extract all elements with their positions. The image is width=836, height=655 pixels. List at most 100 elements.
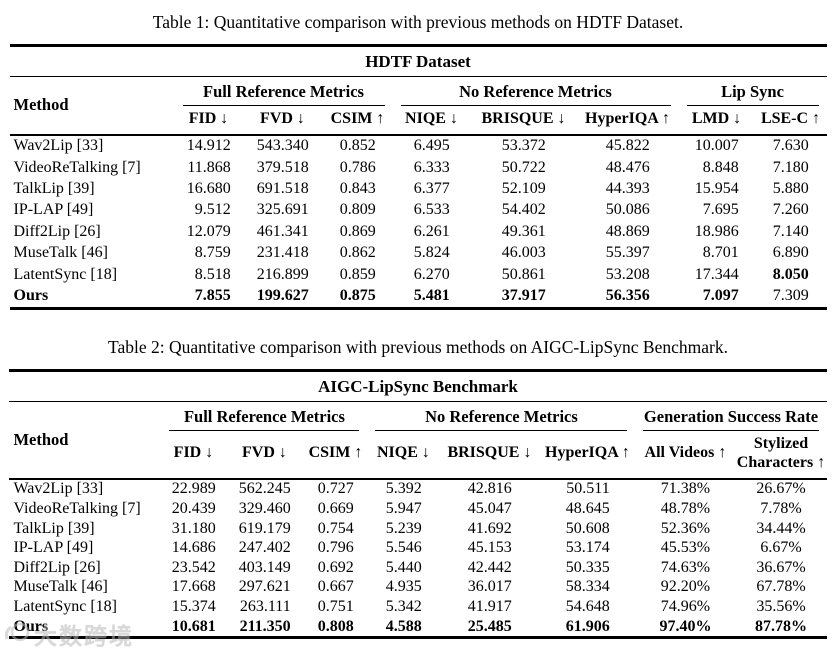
value-cell: 53.174 [565,539,610,557]
group-header-cell: Full Reference Metrics [161,401,367,431]
value-cell: 325.691 [256,201,309,219]
value-cell: 7.180 [772,158,809,176]
value-cell: 329.460 [238,500,291,518]
value-cell: 379.518 [256,158,309,176]
value-cell: 0.727 [317,480,354,498]
value-cell: 50.861 [501,265,546,283]
value-cell: 22.989 [171,480,216,498]
group-header-cell: Full Reference Metrics [175,77,393,106]
value-cell: 247.402 [238,539,291,557]
value-cell: 17.668 [171,578,216,596]
method-cell: Diff2Lip [26] [13,222,101,240]
column-header-brisque: BRISQUE ↓ [470,106,577,136]
value-cell: 7.309 [772,286,809,304]
column-header-brisque: BRISQUE ↓ [439,430,540,480]
value-cell: 50.608 [565,519,610,537]
method-column-header: Method [9,76,175,136]
value-cell: 231.418 [256,244,309,262]
value-cell: 6.377 [413,179,450,197]
value-cell: 41.917 [467,598,512,616]
value-cell: 7.78% [760,500,802,518]
value-cell: 0.869 [339,222,376,240]
value-cell: 211.350 [239,617,291,635]
table-1-body: Wav2Lip [33] 14.912 543.340 0.852 6.495 53.37… [10,135,827,309]
table-row: LatentSync [18] 15.374 263.111 0.751 5.342 41… [9,597,826,617]
value-cell: 0.809 [339,201,376,219]
table-row: Diff2Lip [26] 12.079 461.341 0.869 6.261 49.3… [10,221,827,242]
value-cell: 54.648 [565,598,610,616]
value-cell: 50.086 [605,201,650,219]
value-cell: 16.680 [186,179,231,197]
value-cell: 50.335 [565,558,610,576]
method-cell: LatentSync [18] [13,265,118,283]
value-cell: 7.097 [702,286,739,304]
value-cell: 26.67% [756,480,806,498]
value-cell: 58.334 [565,578,610,596]
value-cell: 263.111 [239,598,291,616]
value-cell: 0.751 [317,598,354,616]
value-cell: 44.393 [605,179,650,197]
table-row: LatentSync [18] 8.518 216.899 0.859 6.270 50.… [10,264,827,285]
value-cell: 5.824 [413,244,450,262]
column-header-fid: FID ↓ [174,106,243,136]
value-cell: 48.476 [605,158,650,176]
method-column-header: Method [9,401,162,480]
value-cell: 34.44% [756,519,806,537]
value-cell: 461.341 [256,222,309,240]
value-cell: 50.722 [501,158,546,176]
value-cell: 7.140 [772,222,809,240]
value-cell: 50.511 [566,480,610,498]
value-cell: 61.906 [565,617,610,635]
value-cell: 619.179 [238,519,291,537]
value-cell: 14.912 [186,137,231,155]
method-cell: MuseTalk [46] [13,578,108,596]
method-cell: VideoReTalking [7] [13,158,141,176]
value-cell: 8.518 [194,265,231,283]
group-header-no-reference: No Reference Metrics [400,82,671,106]
value-cell: 8.848 [702,158,739,176]
method-cell: TalkLip [39] [13,519,95,537]
value-cell: 74.63% [660,558,711,576]
table-row: Ours 7.855 199.627 0.875 5.481 37.917 56.356 7.… [10,285,827,308]
value-cell: 5.947 [385,500,422,518]
value-cell: 403.149 [238,558,291,576]
column-header-csim: CSIM ↑ [322,106,393,136]
value-cell: 56.356 [605,286,650,304]
value-cell: 5.880 [772,179,809,197]
group-header-cell: Generation Success Rate [635,401,826,431]
column-header-niqe: NIQE ↓ [367,430,440,480]
value-cell: 15.954 [694,179,739,197]
value-cell: 297.621 [238,578,291,596]
table-row: MuseTalk [46] 17.668 297.621 0.667 4.935 36.0… [9,578,826,598]
value-cell: 11.868 [187,158,231,176]
value-cell: 54.402 [501,201,546,219]
value-cell: 6.270 [413,265,450,283]
method-cell: TalkLip [39] [13,179,95,197]
table-row: TalkLip [39] 16.680 691.518 0.843 6.377 52.10… [10,178,827,199]
value-cell: 5.481 [413,286,450,304]
value-cell: 6.333 [413,158,450,176]
value-cell: 52.109 [501,179,546,197]
table-2-body: Wav2Lip [33] 22.989 562.245 0.727 5.392 42.81… [9,479,826,638]
table-row: Diff2Lip [26] 23.542 403.149 0.692 5.440 42.4… [9,558,826,578]
value-cell: 0.859 [339,265,376,283]
group-header-cell: No Reference Metrics [367,401,635,431]
value-cell: 0.843 [339,179,376,197]
group-header-cell: No Reference Metrics [393,77,679,106]
column-header-row: FID ↓ FVD ↓ CSIM ↑ NIQE ↓ BRISQUE ↓ Hype… [9,430,827,480]
value-cell: 42.816 [467,480,512,498]
value-cell: 71.38% [660,480,711,498]
table-row: IP-LAP [49] 14.686 247.402 0.796 5.546 45.153… [9,538,826,558]
value-cell: 46.003 [501,244,546,262]
column-header-fvd: FVD ↓ [242,106,323,136]
value-cell: 52.36% [660,519,711,537]
value-cell: 6.495 [413,137,450,155]
method-cell: IP-LAP [49] [13,201,94,219]
value-cell: 45.153 [467,539,512,557]
method-cell: Diff2Lip [26] [13,558,101,576]
value-cell: 25.485 [467,617,512,635]
table-row: TalkLip [39] 31.180 619.179 0.754 5.239 41.69… [9,519,826,539]
value-cell: 48.869 [605,222,650,240]
value-cell: 0.786 [339,158,376,176]
value-cell: 7.260 [772,201,809,219]
